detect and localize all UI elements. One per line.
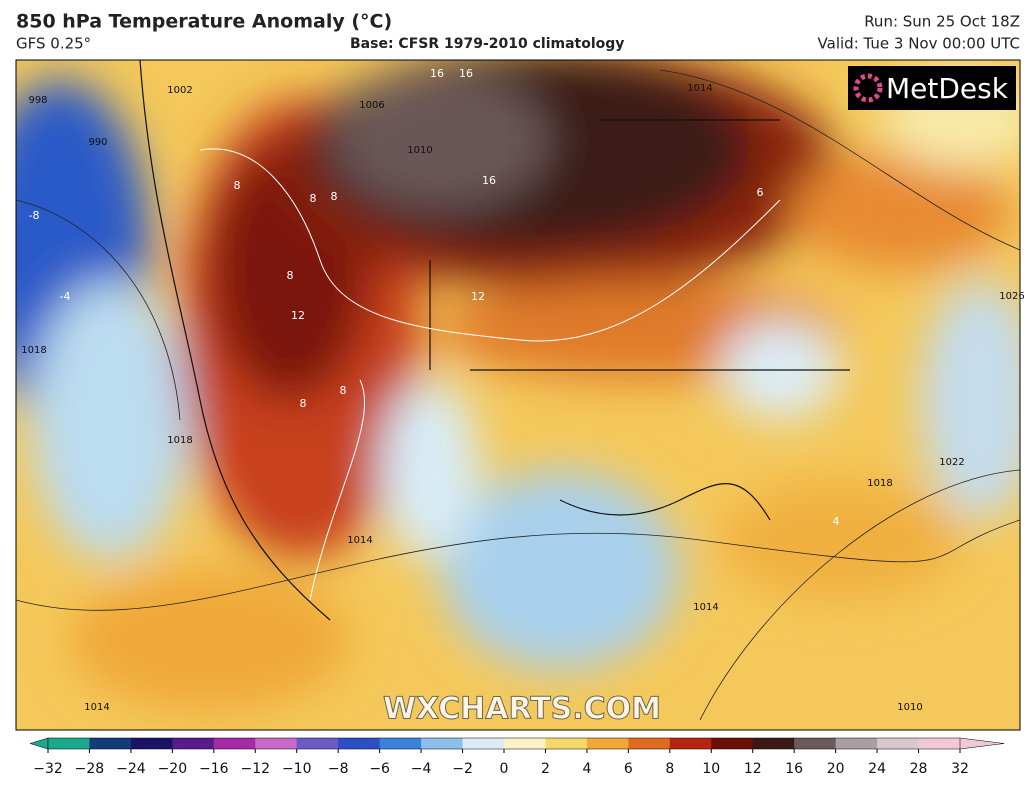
colorbar-segment	[421, 738, 464, 749]
logo-box	[848, 66, 1016, 110]
colorbar-segment	[338, 738, 381, 749]
colorbar-segment	[379, 738, 422, 749]
isobar-label: 1002	[167, 85, 192, 96]
colorbar-tick-label: −16	[199, 761, 229, 777]
isotherm-label: 16	[430, 67, 444, 80]
colorbar-segment	[628, 738, 671, 749]
colorbar-segment	[504, 738, 546, 749]
title: 850 hPa Temperature Anomaly (°C)	[16, 11, 392, 33]
colorbar-segment	[586, 738, 629, 749]
colorbar-tick-label: 2	[541, 761, 550, 777]
colorbar-tick-label: 28	[910, 761, 928, 777]
isotherm-label: 8	[234, 179, 241, 192]
base: Base: CFSR 1979-2010 climatology	[350, 36, 624, 52]
colorbar-tick-label: −2	[452, 761, 473, 777]
colorbar-segment	[669, 738, 712, 749]
colorbar-tick-label: 16	[785, 761, 803, 777]
colorbar-tick-label: −8	[328, 761, 349, 777]
colorbar-segment	[172, 738, 215, 749]
isotherm-label: -4	[60, 290, 71, 303]
colorbar-segment	[130, 738, 173, 749]
colorbar-segment	[545, 738, 588, 749]
colorbar-tick-label: −24	[116, 761, 146, 777]
colorbar-tick-label: 8	[665, 761, 674, 777]
colorbar-tick-label: −20	[158, 761, 188, 777]
colorbar-segment	[296, 738, 339, 749]
isobar-label: 1014	[347, 535, 372, 546]
colorbar-segment	[89, 738, 132, 749]
colorbar-segment	[835, 738, 878, 749]
colorbar-tick-label: 6	[624, 761, 633, 777]
colorbar-tick-label: 32	[951, 761, 969, 777]
isotherm-label: 6	[757, 186, 764, 199]
logo-icon	[853, 73, 883, 103]
isotherm-label: 8	[287, 269, 294, 282]
colorbar-segment	[794, 738, 837, 749]
model: GFS 0.25°	[16, 35, 91, 53]
colorbar-segment	[877, 738, 920, 749]
colorbar-segment	[462, 738, 505, 749]
isobar-label: 1006	[359, 100, 384, 111]
isobar-label: 1014	[687, 83, 712, 94]
isotherm-label: 16	[482, 174, 496, 187]
colorbar-tick-label: 20	[827, 761, 845, 777]
colorbar-tick-label: −10	[282, 761, 312, 777]
map-frame	[15, 59, 1021, 731]
isotherm-label: 8	[331, 190, 338, 203]
isotherm-label: 4	[833, 515, 840, 528]
colorbar-segment	[918, 738, 961, 749]
isobar-label: 1022	[939, 457, 964, 468]
colorbar-tick-label: −28	[75, 761, 105, 777]
isotherm-label: 8	[340, 384, 347, 397]
colorbar-end	[959, 737, 1005, 750]
isotherm-label: 8	[300, 397, 307, 410]
colorbar-segment	[711, 738, 754, 749]
colorbar-tick-label: −4	[411, 761, 432, 777]
isotherm-label: 12	[291, 309, 305, 322]
isobar-label: 1018	[21, 345, 46, 356]
isobar-label: 1014	[84, 702, 109, 713]
isobar-label: 1014	[693, 602, 718, 613]
colorbar-end	[29, 737, 49, 750]
run: Run: Sun 25 Oct 18Z	[864, 13, 1020, 31]
colorbar-tick-label: −12	[240, 761, 270, 777]
isobar-label: 1010	[897, 702, 922, 713]
colorbar-segment	[255, 738, 298, 749]
colorbar-tick-label: 4	[582, 761, 591, 777]
isobar-label: 1010	[407, 145, 432, 156]
colorbar-tick-label: 12	[744, 761, 762, 777]
valid: Valid: Tue 3 Nov 00:00 UTC	[818, 35, 1020, 53]
isobar-label: 1018	[167, 435, 192, 446]
colorbar-tick-label: 24	[868, 761, 886, 777]
map	[16, 60, 1020, 730]
isobar-label: 1018	[867, 478, 892, 489]
watermark: WXCHARTS.COM	[383, 692, 661, 727]
isotherm-label: 12	[471, 290, 485, 303]
isobar-label: 1026	[999, 291, 1024, 302]
colorbar-tick-label: 0	[500, 761, 509, 777]
isobar-label: 998	[28, 95, 47, 106]
colorbar-tick-label: −6	[369, 761, 390, 777]
colorbar-tick-label: −32	[33, 761, 63, 777]
isotherm-label: 16	[459, 67, 473, 80]
isotherm-label: 8	[310, 192, 317, 205]
colorbar-tick-label: 10	[702, 761, 720, 777]
colorbar-segment	[48, 738, 90, 749]
logo: MetDesk	[886, 72, 1009, 105]
colorbar-segment	[752, 738, 795, 749]
colorbar-segment	[213, 738, 256, 749]
isobar-label: 990	[88, 137, 107, 148]
isotherm-label: -8	[29, 209, 40, 222]
